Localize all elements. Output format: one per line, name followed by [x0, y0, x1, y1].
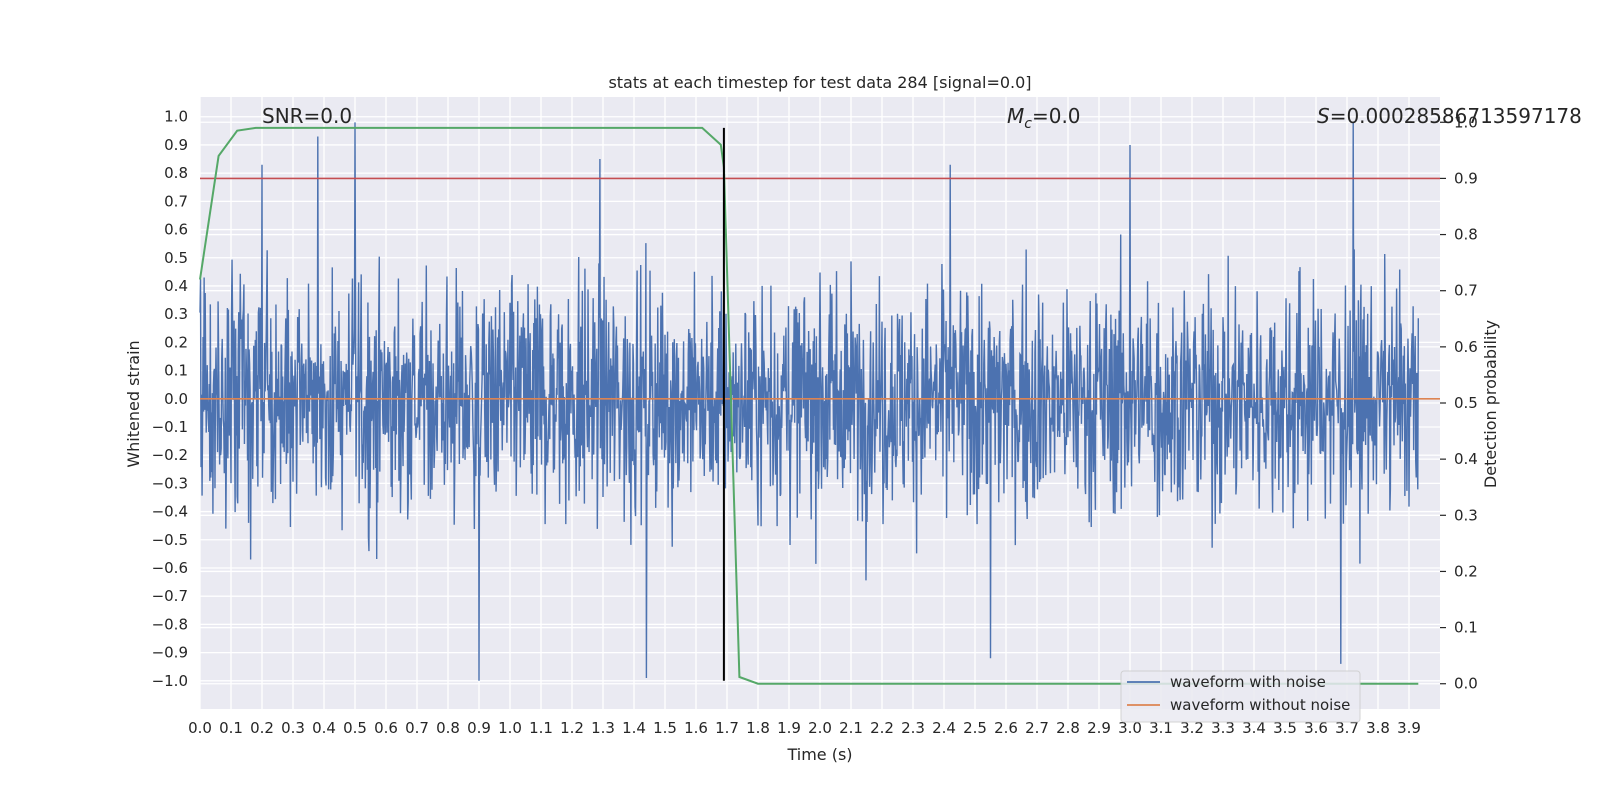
x-tick-label: 1.0	[498, 719, 522, 737]
s-annotation: S=0.00028586713597178	[1317, 104, 1582, 128]
x-tick-label: 0.6	[374, 719, 398, 737]
y-tick-label: −0.2	[152, 446, 188, 464]
x-tick-label: 1.8	[746, 719, 770, 737]
y2-tick-label: 0.4	[1454, 450, 1478, 468]
x-tick-label: 1.1	[529, 719, 553, 737]
x-tick-label: 0.1	[219, 719, 243, 737]
legend-box	[1120, 670, 1361, 723]
x-tick-label: 0.5	[343, 719, 367, 737]
y2-tick-label: 0.5	[1454, 394, 1478, 412]
y-tick-label: 1.0	[164, 108, 188, 126]
x-tick-label: 1.7	[715, 719, 739, 737]
x-axis-label: Time (s)	[786, 745, 852, 764]
y-tick-label: −0.7	[152, 587, 188, 605]
x-tick-label: 0.9	[467, 719, 491, 737]
x-tick-label: 2.5	[963, 719, 987, 737]
x-tick-label: 0.0	[188, 719, 212, 737]
x-tick-label: 1.6	[684, 719, 708, 737]
x-tick-label: 2.8	[1056, 719, 1080, 737]
x-tick-label: 1.4	[622, 719, 646, 737]
y-tick-label: 0.2	[164, 333, 188, 351]
y-tick-label: 0.8	[164, 164, 188, 182]
x-tick-label: 2.2	[870, 719, 894, 737]
probability-line	[199, 126, 1419, 685]
x-tick-label: 1.2	[560, 719, 584, 737]
x-tick-label: 2.1	[839, 719, 863, 737]
y-tick-label: 0.0	[164, 390, 188, 408]
x-tick-label: 0.8	[436, 719, 460, 737]
x-tick-label: 3.6	[1304, 719, 1328, 737]
x-tick-label: 3.3	[1211, 719, 1235, 737]
y2-tick-label: 0.9	[1454, 169, 1478, 187]
y-axis-label: Whitened strain	[124, 340, 143, 467]
x-tick-label: 2.0	[808, 719, 832, 737]
y-tick-label: −0.3	[152, 474, 188, 492]
y-tick-label: 0.9	[164, 136, 188, 154]
x-tick-label: 3.5	[1273, 719, 1297, 737]
y2-tick-label: 0.7	[1454, 282, 1478, 300]
x-tick-label: 2.9	[1087, 719, 1111, 737]
y-tick-label: −0.6	[152, 559, 188, 577]
y2-tick-label: 0.2	[1454, 562, 1478, 580]
x-tick-label: 1.5	[653, 719, 677, 737]
y-tick-label: −0.4	[152, 503, 188, 521]
y-tick-label: −1.0	[152, 672, 188, 690]
y2-axis-label: Detection probability	[1481, 320, 1500, 488]
x-tick-label: 2.6	[994, 719, 1018, 737]
probability-series	[199, 126, 1419, 685]
snr-annotation: SNR=0.0	[262, 104, 352, 128]
x-tick-label: 0.3	[281, 719, 305, 737]
x-tick-label: 1.9	[777, 719, 801, 737]
x-tick-label: 0.2	[250, 719, 274, 737]
y-tick-label: 0.1	[164, 362, 188, 380]
x-tick-label: 2.7	[1025, 719, 1049, 737]
y-tick-label: 0.7	[164, 192, 188, 210]
noise-series	[199, 122, 1419, 681]
x-tick-label: 3.8	[1366, 719, 1390, 737]
y-tick-label: −0.1	[152, 418, 188, 436]
x-tick-label: 0.4	[312, 719, 336, 737]
x-tick-label: 3.7	[1335, 719, 1359, 737]
y-tick-label: 0.3	[164, 305, 188, 323]
x-tick-label: 3.9	[1397, 719, 1421, 737]
y-tick-label: 0.5	[164, 249, 188, 267]
x-tick-label: 3.2	[1180, 719, 1204, 737]
y2-ticks: 1.0 0.9 0.8 0.7 0.6 0.5 0.4 0.3 0.2 0.1 0.0	[1440, 113, 1478, 693]
y-ticks: 1.0 0.9 0.8 0.7 0.6 0.5 0.4 0.3 0.2 0.1 0.0 −0.1 −0.…	[152, 108, 188, 690]
noise-line	[199, 122, 1419, 681]
x-tick-label: 3.4	[1242, 719, 1266, 737]
x-tick-label: 3.0	[1118, 719, 1142, 737]
legend: waveform with noise waveform without noi…	[1120, 670, 1361, 723]
x-tick-label: 0.7	[405, 719, 429, 737]
chart-title: stats at each timestep for test data 284…	[608, 73, 1031, 92]
y-tick-label: −0.5	[152, 531, 188, 549]
y-tick-label: 0.4	[164, 277, 188, 295]
y2-tick-label: 0.8	[1454, 226, 1478, 244]
y-tick-label: 0.6	[164, 221, 188, 239]
y-tick-label: −0.9	[152, 644, 188, 662]
x-ticks: 0.0 0.1 0.2 0.3 0.4 0.5 0.6 0.7 0.8 0.9 1.0 1.1 1.2 1…	[188, 719, 1421, 737]
x-tick-label: 1.3	[591, 719, 615, 737]
x-tick-label: 2.4	[932, 719, 956, 737]
legend-clean-label: waveform without noise	[1170, 696, 1350, 714]
legend-noise-label: waveform with noise	[1170, 673, 1326, 691]
x-tick-label: 2.3	[901, 719, 925, 737]
y-tick-label: −0.8	[152, 615, 188, 633]
y2-tick-label: 0.6	[1454, 338, 1478, 356]
y2-tick-label: 1.0	[1454, 113, 1478, 131]
x-tick-label: 3.1	[1149, 719, 1173, 737]
y2-tick-label: 0.0	[1454, 675, 1478, 693]
y2-tick-label: 0.1	[1454, 619, 1478, 637]
y2-tick-label: 0.3	[1454, 506, 1478, 524]
mc-annotation: Mc=0.0	[1007, 104, 1081, 132]
